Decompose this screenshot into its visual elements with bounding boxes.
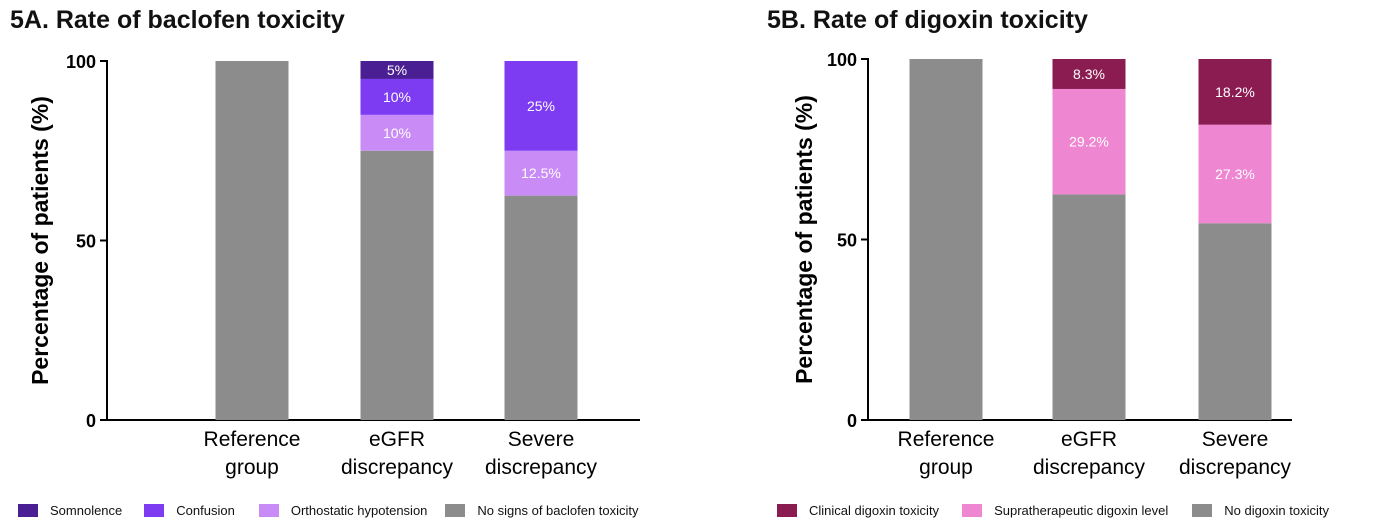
bar-segment: [504, 195, 578, 420]
legend-swatch: [445, 504, 466, 517]
legend-label: No digoxin toxicity: [1224, 503, 1330, 518]
x-tick-label: Severe: [508, 428, 575, 451]
x-tick-label: Reference: [898, 428, 995, 451]
legend-swatch: [777, 504, 797, 517]
y-tick-label: 50: [837, 231, 857, 251]
bar-segment: [360, 61, 434, 79]
chart-digoxin: 0 50 100 Percentage of patients (%) Referenc…: [791, 50, 1292, 479]
bar-segment: [1052, 194, 1126, 420]
legend-item: No digoxin toxicity: [1192, 503, 1329, 518]
y-tick-label: 0: [86, 411, 96, 431]
legend-baclofen: Somnolence Confusion Orthostatic hypotensi…: [18, 503, 639, 518]
legend-item: Clinical digoxin toxicity: [777, 503, 939, 518]
y-axis-label: Percentage of patients (%): [791, 95, 817, 384]
bar-segment: [504, 61, 578, 151]
x-tick-label: group: [919, 456, 973, 479]
legend-swatch: [144, 504, 165, 517]
bar-segment: [909, 59, 983, 420]
bar-segment: [1052, 88, 1126, 195]
legend-item: Orthostatic hypotension: [258, 503, 428, 518]
x-tick-label: discrepancy: [485, 456, 598, 479]
legend-label: No signs of baclofen toxicity: [477, 503, 639, 518]
legend-label: Clinical digoxin toxicity: [809, 503, 940, 518]
bar-segment: [1198, 223, 1272, 420]
data-label: 10%: [383, 89, 411, 105]
legend-swatch: [258, 504, 279, 517]
y-tick-label: 100: [827, 50, 857, 70]
y-tick-label: 0: [847, 411, 857, 431]
data-label: 10%: [383, 125, 411, 141]
x-tick-label: discrepancy: [341, 456, 454, 479]
legend-swatch: [18, 504, 38, 517]
data-label: 29.2%: [1069, 134, 1109, 150]
x-tick-label: eGFR: [369, 428, 425, 451]
bar-segment: [504, 150, 578, 196]
legend-swatch: [1192, 504, 1213, 517]
y-tick-label: 50: [76, 232, 96, 252]
panel-baclofen: 5A. Rate of baclofen toxicity 0 50 100 Perc…: [10, 6, 640, 518]
data-label: 25%: [527, 98, 555, 114]
bar-segment: [360, 150, 434, 420]
chart-title-digoxin: 5B. Rate of digoxin toxicity: [767, 6, 1088, 34]
y-axis-label: Percentage of patients (%): [27, 96, 53, 385]
bar-segment: [1198, 59, 1272, 125]
bar-segment: [1198, 124, 1272, 224]
legend-item: No signs of baclofen toxicity: [445, 503, 639, 518]
data-label: 8.3%: [1073, 66, 1105, 82]
panel-digoxin: 5B. Rate of digoxin toxicity 0 50 100 Perce…: [690, 0, 1381, 520]
data-label: 5%: [387, 62, 407, 78]
bar-segment: [360, 78, 434, 115]
legend-label: Confusion: [176, 503, 235, 518]
legend-digoxin: Clinical digoxin toxicity Supratherapeuti…: [777, 503, 1329, 518]
legend-item: Somnolence: [18, 503, 122, 518]
chart-baclofen: 0 50 100 Percentage of patients (%) Referenc…: [27, 52, 640, 479]
legend-label: Somnolence: [50, 503, 123, 518]
data-label: 12.5%: [521, 165, 561, 181]
y-tick-label: 100: [66, 52, 96, 72]
legend-item: Confusion: [144, 503, 235, 518]
bar-segment: [1052, 59, 1126, 89]
bar-segment: [215, 61, 289, 420]
legend-label: Supratherapeutic digoxin level: [994, 503, 1169, 518]
legend-swatch: [962, 504, 983, 517]
bar-segment: [360, 114, 434, 151]
x-tick-label: Reference: [204, 428, 301, 451]
x-tick-label: group: [225, 456, 279, 479]
data-label: 27.3%: [1215, 166, 1255, 182]
x-tick-label: discrepancy: [1033, 456, 1146, 479]
legend-label: Orthostatic hypotension: [290, 503, 428, 518]
x-tick-label: discrepancy: [1179, 456, 1292, 479]
legend-item: Supratherapeutic digoxin level: [962, 503, 1168, 518]
chart-title-baclofen: 5A. Rate of baclofen toxicity: [10, 6, 345, 34]
x-tick-label: Severe: [1202, 428, 1269, 451]
x-tick-label: eGFR: [1061, 428, 1117, 451]
data-label: 18.2%: [1215, 84, 1255, 100]
